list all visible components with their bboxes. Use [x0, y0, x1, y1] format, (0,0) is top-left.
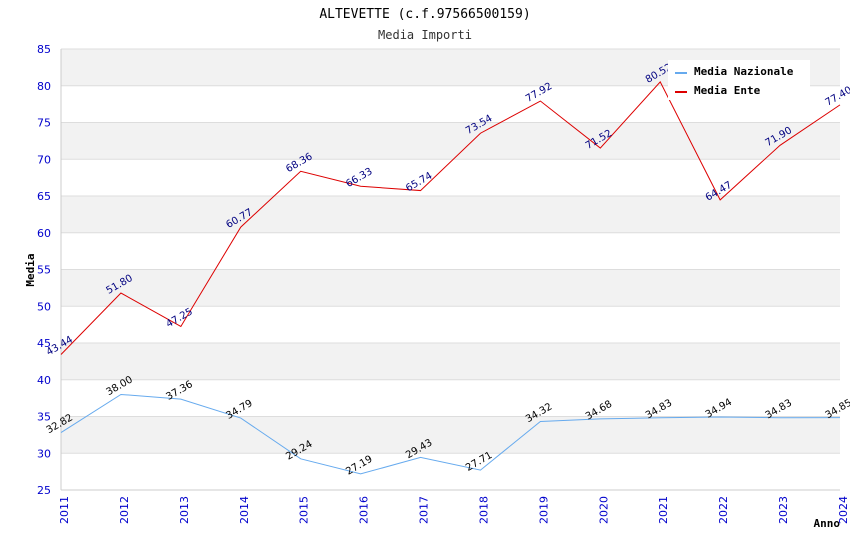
y-tick-label: 65 — [37, 190, 51, 203]
y-axis-title: Media — [24, 253, 37, 286]
chart-subtitle: Media Importi — [378, 28, 472, 42]
legend-label-ente: Media Ente — [694, 84, 761, 97]
x-tick-label: 2023 — [777, 496, 790, 524]
x-axis-title: Anno — [814, 517, 841, 530]
chart-title: ALTEVETTE (c.f.97566500159) — [319, 7, 530, 22]
y-tick-label: 25 — [37, 484, 51, 497]
legend: Media Nazionale Media Ente — [668, 60, 810, 100]
series-line-nazionale — [60, 393, 841, 475]
grid-band — [61, 416, 840, 454]
grid-band — [61, 196, 840, 233]
legend-box — [668, 60, 810, 100]
y-tick-label: 55 — [37, 264, 51, 277]
y-tick-label: 35 — [37, 411, 51, 424]
x-tick-label: 2021 — [657, 496, 670, 524]
y-tick-label: 80 — [37, 80, 51, 93]
grid-band — [61, 343, 840, 380]
grid-band — [61, 122, 840, 160]
x-tick-label: 2020 — [597, 496, 610, 524]
y-tick-label: 45 — [37, 337, 51, 350]
y-tick-label: 60 — [37, 227, 51, 240]
y-tick-label: 70 — [37, 153, 51, 166]
x-tick-label: 2014 — [238, 496, 251, 524]
series-line-ente — [60, 81, 841, 355]
x-tick-label: 2015 — [298, 496, 311, 524]
x-tick-label: 2018 — [477, 496, 490, 524]
x-axis-ticks: 2011 2012 2013 2014 2015 2016 2017 2018 2019 2020… — [58, 496, 850, 524]
grid-band — [61, 269, 840, 307]
y-tick-label: 85 — [37, 43, 51, 56]
x-tick-label: 2024 — [837, 496, 850, 524]
x-tick-label: 2013 — [178, 496, 191, 524]
x-tick-label: 2011 — [58, 496, 71, 524]
x-tick-label: 2016 — [358, 496, 371, 524]
series-lines — [60, 81, 841, 475]
x-tick-label: 2012 — [118, 496, 131, 524]
y-axis-ticks: 25 30 35 40 45 50 55 60 65 70 75 80 85 — [37, 43, 51, 497]
y-tick-label: 50 — [37, 300, 51, 313]
legend-label-nazionale: Media Nazionale — [694, 65, 794, 78]
x-tick-label: 2022 — [717, 496, 730, 524]
x-tick-label: 2019 — [537, 496, 550, 524]
x-tick-label: 2017 — [418, 496, 431, 524]
y-tick-label: 30 — [37, 447, 51, 460]
grid-lines — [60, 48, 840, 491]
y-tick-label: 40 — [37, 374, 51, 387]
y-tick-label: 75 — [37, 117, 51, 130]
